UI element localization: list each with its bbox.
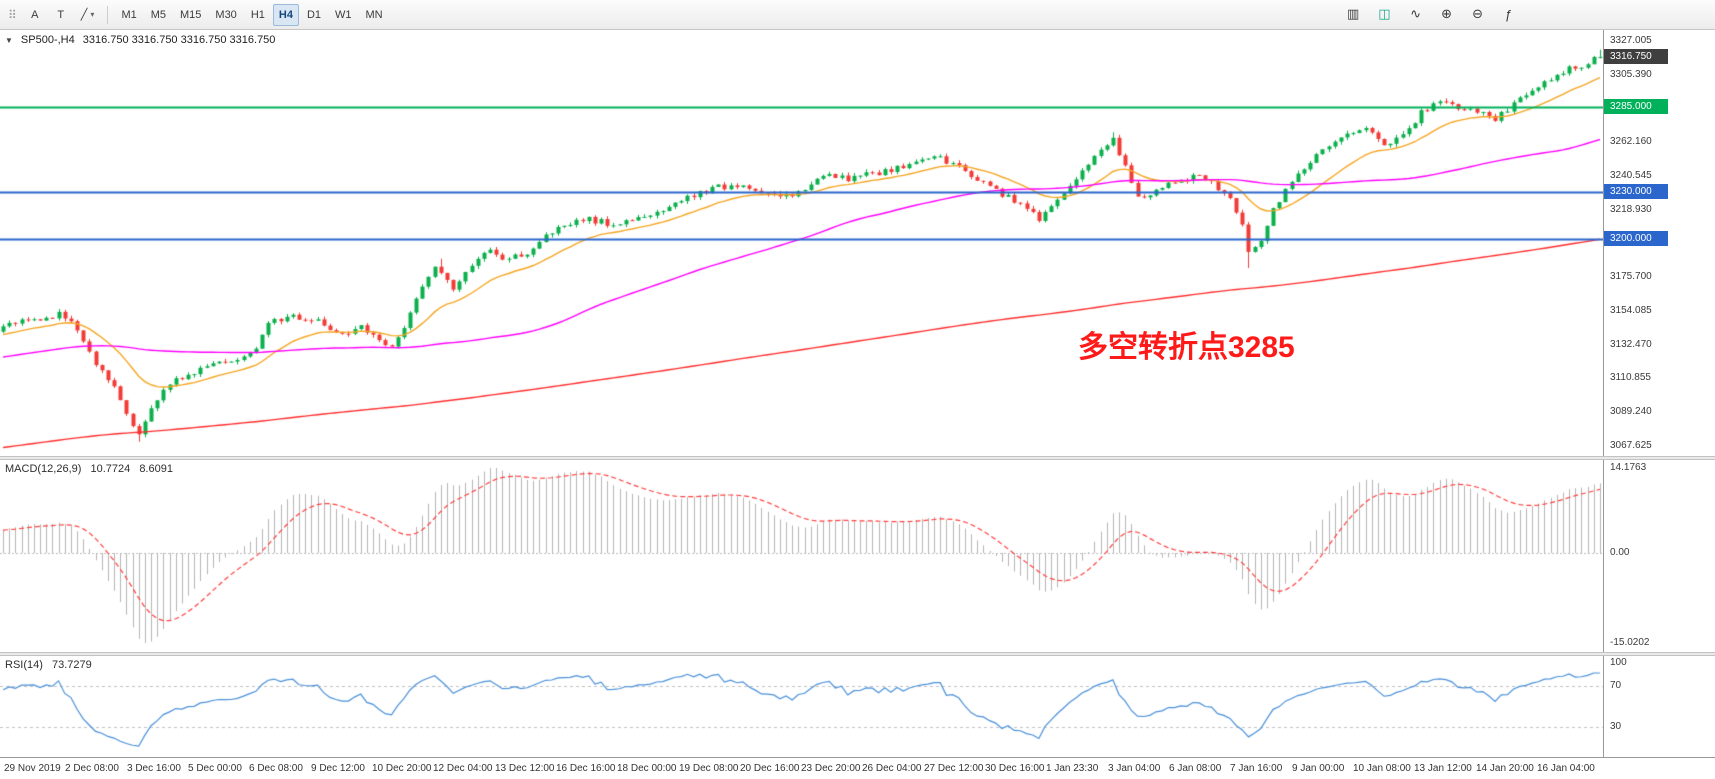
rsi-scale: 100 70 30	[1603, 656, 1715, 757]
symbol-timeframe-label: SP500-,H4	[20, 34, 75, 46]
rsi-scale-label: 30	[1610, 721, 1622, 732]
chart-title: ▼ SP500-,H4 3316.750 3316.750 3316.750 3…	[5, 34, 275, 46]
zoom-in-icon[interactable]: ⊕	[1441, 6, 1453, 21]
time-axis-label: 9 Dec 12:00	[311, 763, 365, 774]
level-tag-3230: 3230.000	[1604, 184, 1668, 199]
time-axis-label: 5 Dec 00:00	[188, 763, 242, 774]
panel-splitter-rsi[interactable]	[0, 652, 1715, 656]
timeframe-button-M5[interactable]: M5	[150, 8, 166, 21]
time-axis-label: 12 Dec 04:00	[433, 763, 493, 774]
top-toolbar: ⠿ A T ╱ ▾ M1 M5 M15 M30 H1 H4 D1 W1 MN ▥ ◫ ∿ ⊕ ⊖ ƒ	[0, 0, 1715, 30]
toolbar-separator	[107, 5, 109, 24]
macd-plot: MACD(12,26,9) 10.7724 8.6091	[0, 460, 1603, 652]
time-axis-label: 16 Jan 04:00	[1537, 763, 1595, 774]
candlestick-chart-icon[interactable]: ◫	[1378, 6, 1391, 21]
time-axis-label: 10 Dec 20:00	[372, 763, 432, 774]
macd-scale: 14.1763 0.00 -15.0202	[1603, 460, 1715, 652]
timeframe-button-M1[interactable]: M1	[121, 8, 137, 21]
price-scale-label: 3305.390	[1610, 69, 1652, 80]
macd-name: MACD(12,26,9)	[5, 463, 82, 475]
time-axis-label: 18 Dec 00:00	[617, 763, 677, 774]
price-scale-label: 3262.160	[1610, 136, 1652, 147]
trendline-tool-button[interactable]: ╱ ▾	[80, 9, 95, 21]
line-chart-icon[interactable]: ∿	[1410, 6, 1422, 21]
macd-canvas[interactable]	[0, 460, 1603, 652]
time-axis-label: 10 Jan 08:00	[1353, 763, 1411, 774]
time-axis-label: 27 Dec 12:00	[924, 763, 984, 774]
toolbar-right-icons: ▥ ◫ ∿ ⊕ ⊖ ƒ	[1340, 3, 1522, 25]
time-axis-label: 16 Dec 16:00	[556, 763, 616, 774]
price-scale-label: 3327.005	[1610, 35, 1652, 46]
price-scale-label: 3067.625	[1610, 440, 1652, 451]
time-axis-label: 1 Jan 23:30	[1046, 763, 1099, 774]
timeframe-button-H1[interactable]: H1	[250, 8, 265, 21]
rsi-panel: RSI(14) 73.7279 100 70 30	[0, 656, 1715, 757]
time-axis-label: 13 Dec 12:00	[495, 763, 555, 774]
time-axis-label: 7 Jan 16:00	[1230, 763, 1283, 774]
time-axis-label: 26 Dec 04:00	[862, 763, 922, 774]
price-chart-canvas[interactable]	[0, 30, 1603, 456]
bars-chart-icon[interactable]: ▥	[1347, 6, 1360, 21]
level-tag-3200: 3200.000	[1604, 231, 1668, 246]
rsi-canvas[interactable]	[0, 656, 1603, 757]
timeframe-button-D1[interactable]: D1	[306, 8, 321, 21]
label-tool-button[interactable]: A	[31, 8, 39, 21]
menu-grip-icon[interactable]: ⠿	[8, 7, 17, 22]
time-axis-label: 23 Dec 20:00	[801, 763, 861, 774]
time-axis-label: 2 Dec 08:00	[65, 763, 119, 774]
indicators-icon[interactable]: ƒ	[1504, 6, 1513, 22]
symbol-dropdown-icon[interactable]: ▼	[5, 35, 13, 45]
time-axis-label: 29 Nov 2019	[4, 763, 61, 774]
price-scale[interactable]: 3327.0053305.3903283.7753262.1603240.545…	[1603, 30, 1715, 456]
current-price-tag: 3316.750	[1604, 49, 1668, 64]
macd-scale-label: -15.0202	[1610, 637, 1650, 648]
time-axis-label: 6 Dec 08:00	[249, 763, 303, 774]
timeframe-button-W1[interactable]: W1	[335, 8, 352, 21]
time-axis-label: 3 Jan 04:00	[1108, 763, 1161, 774]
main-chart-panel: ▼ SP500-,H4 3316.750 3316.750 3316.750 3…	[0, 30, 1715, 456]
ohlc-values: 3316.750 3316.750 3316.750 3316.750	[82, 34, 276, 46]
macd-scale-label: 14.1763	[1610, 462, 1647, 473]
price-scale-label: 3240.545	[1610, 170, 1652, 181]
time-axis-label: 3 Dec 16:00	[127, 763, 181, 774]
chevron-down-icon: ▾	[90, 10, 95, 19]
time-axis-label: 30 Dec 16:00	[985, 763, 1045, 774]
timeframe-button-MN[interactable]: MN	[365, 8, 383, 21]
rsi-scale-label: 70	[1610, 680, 1622, 691]
price-scale-label: 3218.930	[1610, 204, 1652, 215]
time-axis-label: 14 Jan 20:00	[1476, 763, 1534, 774]
rsi-name: RSI(14)	[5, 659, 43, 671]
price-scale-label: 3154.085	[1610, 305, 1652, 316]
time-axis[interactable]: 29 Nov 2019 2 Dec 08:00 3 Dec 16:00 5 Dec 0…	[0, 757, 1715, 779]
level-tag-3285: 3285.000	[1604, 99, 1668, 114]
macd-signal-value: 8.6091	[139, 463, 173, 475]
price-scale-label: 3132.470	[1610, 339, 1652, 350]
main-chart-plot: ▼ SP500-,H4 3316.750 3316.750 3316.750 3…	[0, 30, 1603, 456]
timeframe-button-M30[interactable]: M30	[215, 8, 237, 21]
macd-scale-label: 0.00	[1610, 547, 1630, 558]
time-axis-label: 6 Jan 08:00	[1169, 763, 1222, 774]
time-axis-label: 9 Jan 00:00	[1292, 763, 1345, 774]
price-scale-label: 3089.240	[1610, 406, 1652, 417]
macd-title: MACD(12,26,9) 10.7724 8.6091	[5, 463, 173, 475]
rsi-title: RSI(14) 73.7279	[5, 659, 92, 671]
time-axis-label: 19 Dec 08:00	[679, 763, 739, 774]
panel-splitter-macd[interactable]	[0, 456, 1715, 460]
macd-value: 10.7724	[90, 463, 131, 475]
price-scale-label: 3110.855	[1610, 372, 1651, 383]
zoom-out-icon[interactable]: ⊖	[1472, 6, 1484, 21]
timeframe-button-H4[interactable]: H4	[272, 3, 299, 26]
price-scale-label: 3175.700	[1610, 271, 1652, 282]
time-axis-label: 20 Dec 16:00	[740, 763, 800, 774]
text-tool-button[interactable]: T	[57, 8, 65, 21]
rsi-value: 73.7279	[51, 659, 92, 671]
rsi-scale-label: 100	[1610, 657, 1627, 668]
chart-text-annotation[interactable]: 多空转折点3285	[1078, 331, 1295, 364]
macd-panel: MACD(12,26,9) 10.7724 8.6091 14.1763 0.00…	[0, 460, 1715, 652]
timeframe-button-M15[interactable]: M15	[180, 8, 202, 21]
time-axis-label: 13 Jan 12:00	[1414, 763, 1472, 774]
rsi-plot: RSI(14) 73.7279	[0, 656, 1603, 757]
